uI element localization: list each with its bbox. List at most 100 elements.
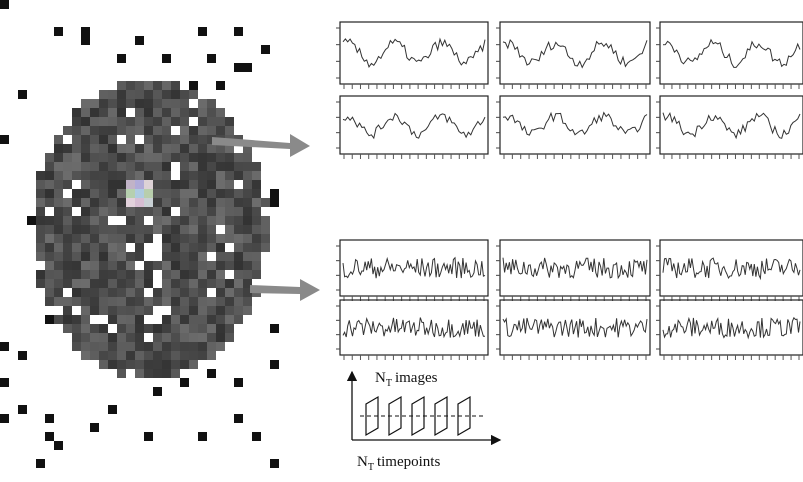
map-pixel (99, 342, 108, 351)
map-pixel (216, 315, 225, 324)
map-pixel (243, 171, 252, 180)
map-pixel (171, 360, 180, 369)
map-pixel (36, 279, 45, 288)
map-pixel (234, 171, 243, 180)
map-pixel (126, 288, 135, 297)
map-pixel (198, 342, 207, 351)
map-pixel (81, 108, 90, 117)
map-pixel (144, 432, 153, 441)
map-pixel (63, 225, 72, 234)
map-pixel (207, 225, 216, 234)
map-pixel (207, 315, 216, 324)
map-pixel (108, 180, 117, 189)
map-pixel (45, 243, 54, 252)
map-pixel (189, 153, 198, 162)
map-pixel (36, 234, 45, 243)
map-pixel (171, 216, 180, 225)
map-pixel (90, 189, 99, 198)
map-pixel (126, 315, 135, 324)
map-pixel (117, 279, 126, 288)
map-pixel (225, 117, 234, 126)
map-pixel (153, 117, 162, 126)
map-pixel (108, 288, 117, 297)
map-pixel (108, 234, 117, 243)
map-pixel (216, 189, 225, 198)
map-pixel (153, 216, 162, 225)
map-pixel (117, 297, 126, 306)
map-pixel (90, 288, 99, 297)
map-pixel (180, 189, 189, 198)
map-pixel (144, 261, 153, 270)
map-pixel (90, 261, 99, 270)
map-pixel (135, 207, 144, 216)
map-pixel (63, 297, 72, 306)
map-pixel (162, 324, 171, 333)
map-pixel (126, 144, 135, 153)
map-pixel (234, 216, 243, 225)
map-pixel (189, 252, 198, 261)
map-pixel (216, 288, 225, 297)
map-pixel (108, 162, 117, 171)
plot-frame (340, 22, 488, 84)
map-pixel (63, 306, 72, 315)
plot-frame (340, 96, 488, 154)
map-pixel (261, 198, 270, 207)
map-pixel (207, 243, 216, 252)
map-pixel (162, 90, 171, 99)
map-pixel (135, 369, 144, 378)
map-pixel (225, 216, 234, 225)
label-main: N (357, 454, 368, 470)
map-pixel (108, 279, 117, 288)
map-pixel (63, 279, 72, 288)
map-pixel (72, 162, 81, 171)
map-pixel (99, 351, 108, 360)
map-pixel (198, 216, 207, 225)
map-pixel (63, 270, 72, 279)
map-pixel (162, 270, 171, 279)
map-pixel (126, 306, 135, 315)
map-pixel (36, 189, 45, 198)
map-pixel (153, 288, 162, 297)
map-pixel (207, 216, 216, 225)
timecourse-line (503, 318, 647, 337)
map-pixel (63, 198, 72, 207)
map-pixel (198, 135, 207, 144)
map-pixel (207, 234, 216, 243)
map-pixel (171, 297, 180, 306)
map-pixel (126, 252, 135, 261)
map-pixel (72, 117, 81, 126)
map-pixel (216, 243, 225, 252)
map-pixel (234, 207, 243, 216)
map-pixel (216, 234, 225, 243)
map-pixel (54, 135, 63, 144)
map-pixel (81, 288, 90, 297)
map-pixel (171, 90, 180, 99)
map-pixel (153, 180, 162, 189)
map-pixel (243, 225, 252, 234)
map-pixel (45, 279, 54, 288)
map-pixel (198, 108, 207, 117)
map-pixel (243, 207, 252, 216)
map-pixel (261, 243, 270, 252)
map-pixel (54, 234, 63, 243)
map-pixel (189, 216, 198, 225)
map-pixel (72, 135, 81, 144)
map-pixel (81, 153, 90, 162)
map-pixel (81, 315, 90, 324)
map-pixel (189, 189, 198, 198)
map-pixel (0, 342, 9, 351)
map-pixel (117, 306, 126, 315)
map-pixel (198, 261, 207, 270)
map-pixel (171, 144, 180, 153)
map-pixel (207, 198, 216, 207)
map-pixel (54, 180, 63, 189)
map-pixel (171, 270, 180, 279)
map-pixel (45, 252, 54, 261)
map-pixel (171, 99, 180, 108)
map-pixel (234, 162, 243, 171)
map-pixel (144, 126, 153, 135)
map-pixel (225, 153, 234, 162)
map-pixel (126, 135, 135, 144)
map-pixel (171, 243, 180, 252)
